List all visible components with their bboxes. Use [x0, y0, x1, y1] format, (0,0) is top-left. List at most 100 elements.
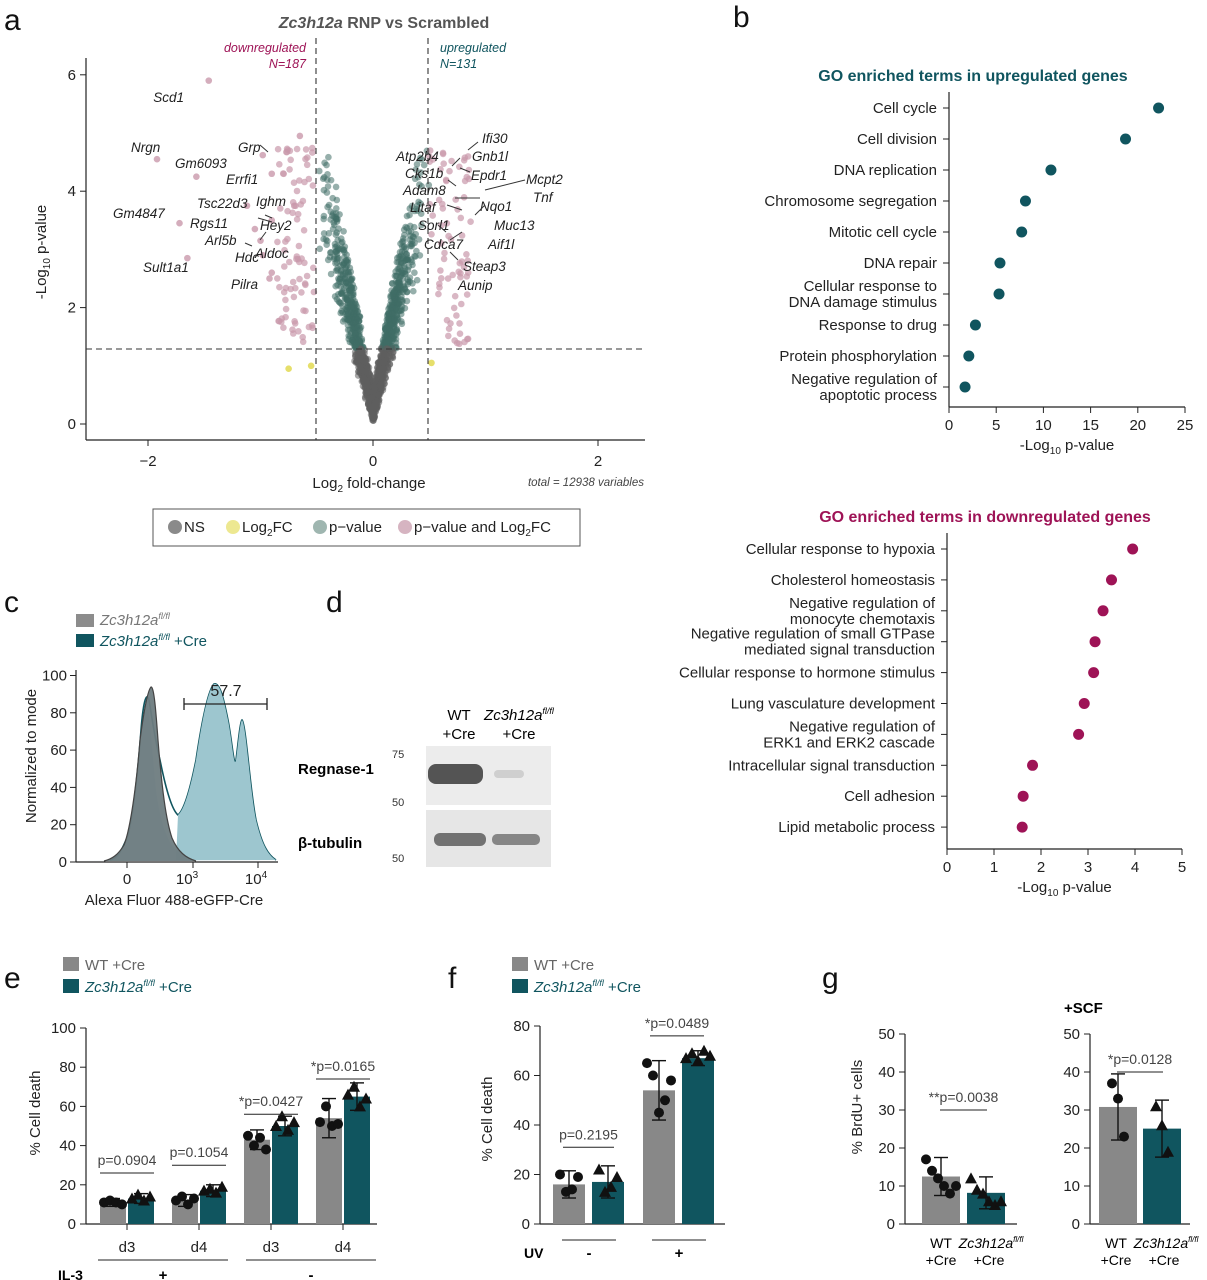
volcano-point: [335, 225, 342, 232]
e-legend-wt-swatch: [63, 957, 79, 971]
go-dot: [993, 288, 1005, 300]
volcano-point: [351, 331, 359, 339]
volcano-point: [369, 414, 377, 421]
volcano-ytick-label: 6: [68, 67, 76, 84]
volcano-xtick-label: 2: [594, 453, 602, 470]
volcano-point: [340, 246, 348, 253]
volcano-point: [353, 340, 360, 348]
chart-f-marks: 0 20 40 60 80 p=0.2195 *p=0.0489 - +: [513, 1015, 725, 1262]
gene-label-up: Aif1l: [487, 237, 515, 252]
volcano-point: [389, 354, 397, 362]
gene-label-down: Gm4847: [113, 206, 165, 221]
volcano-points: [153, 77, 474, 425]
bar-x-label: d4: [335, 1239, 352, 1256]
gate-percent: 57.7: [210, 683, 241, 700]
gene-label-down: Rgs11: [190, 216, 228, 231]
volcano-point: [344, 326, 352, 334]
volcano-point: [464, 257, 472, 265]
f-legend-ko: Zc3h12afl/fl +Cre: [533, 978, 641, 996]
go-dot: [959, 381, 971, 393]
volcano-point: [340, 284, 348, 292]
volcano-point: [444, 275, 452, 282]
go-up-marks: 0 5 10 15 20 25 Cell cycle Cell division DNA rep…: [764, 92, 1193, 457]
panel-label-f: f: [448, 962, 457, 995]
go-dot: [1127, 543, 1139, 555]
volcano-point: [401, 243, 408, 250]
volcano-point: [356, 355, 364, 363]
volcano-point: [401, 231, 408, 239]
volcano-point: [380, 358, 388, 366]
band-regnase-ko: [494, 770, 524, 778]
replicate-circle: [261, 1144, 271, 1155]
il3-minus: -: [309, 1267, 314, 1280]
volcano-point: [343, 251, 350, 259]
volcano-point: [341, 316, 348, 323]
gene-leader: [259, 231, 267, 241]
western-blot: WT +Cre Zc3h12afl/fl +Cre Regnase-1 β-tu…: [298, 706, 555, 867]
volcano-point: [284, 235, 291, 243]
replicate-circle: [243, 1130, 253, 1141]
volcano-point: [275, 317, 282, 325]
flow-histogram: Zc3h12afl/fl Zc3h12afl/fl +Cre 0 20 40 60 80…: [23, 611, 278, 909]
go-term-label: Cell division: [857, 131, 937, 148]
volcano-point: [440, 160, 448, 167]
go-term-label: DNA repair: [864, 255, 937, 272]
gene-label-up: Epdr1: [471, 168, 507, 183]
legend-log2fc-dot: [226, 520, 240, 534]
volcano-point: [456, 320, 463, 327]
f-legend-ko-swatch: [512, 979, 528, 993]
volcano-point-log2fc: [307, 362, 315, 370]
volcano-point: [284, 207, 291, 215]
gene-label-down: Errfi1: [226, 172, 258, 187]
replicate-triangle: [599, 1185, 611, 1197]
volcano-point: [376, 364, 383, 372]
go-xtick-label: 0: [945, 417, 953, 434]
gene-label-down: Sult1a1: [143, 260, 189, 275]
volcano-point: [400, 237, 407, 245]
replicate-circle: [249, 1140, 259, 1151]
volcano-ticks: 0 2 4 6 −2 0 2: [68, 67, 603, 470]
volcano-point-labelled: [193, 173, 200, 180]
volcano-point: [446, 167, 453, 175]
volcano-point: [375, 397, 383, 404]
volcano-point: [348, 303, 355, 311]
volcano-point: [384, 364, 392, 372]
volcano-point: [276, 283, 283, 291]
flow-hist-gfp-peak: [176, 683, 276, 860]
volcano-point: [345, 279, 352, 286]
bar: [682, 1058, 714, 1224]
volcano-point: [316, 167, 323, 175]
replicate-triangle: [698, 1044, 710, 1056]
bar: [272, 1126, 298, 1224]
volcano-point: [365, 388, 373, 395]
g-x-label-wt-cre: +Cre: [1101, 1252, 1132, 1268]
replicate-triangle: [983, 1195, 995, 1207]
volcano-title: Zc3h12a RNP vs Scrambled: [278, 15, 489, 32]
volcano-point: [338, 290, 345, 297]
go-term-label: mediated signal transduction: [744, 642, 935, 659]
go-xtick-label: 2: [1037, 859, 1045, 876]
go-term-label: Lipid metabolic process: [778, 819, 935, 836]
volcano-point: [451, 292, 459, 300]
flow-xtick-label: 0: [123, 871, 131, 888]
volcano-point: [364, 365, 372, 372]
go-xtick-label: 5: [992, 417, 1000, 434]
volcano-point: [343, 258, 351, 266]
go-dot: [1016, 821, 1028, 833]
go-x-label: -Log10 p-value: [1020, 437, 1115, 457]
go-xtick-label: 20: [1129, 417, 1146, 434]
volcano-point: [429, 212, 437, 219]
e-y-label: % Cell death: [27, 1070, 44, 1155]
volcano-point: [293, 187, 301, 195]
replicate-circle: [648, 1070, 658, 1081]
volcano-point: [303, 272, 311, 280]
replicate-circle: [945, 1188, 955, 1199]
gene-leader: [259, 144, 269, 153]
volcano-point: [302, 281, 309, 289]
volcano-point: [296, 177, 303, 184]
go-term-label: DNA damage stimulus: [789, 294, 937, 311]
volcano-point: [286, 166, 293, 173]
volcano-point: [302, 307, 309, 315]
gene-label-down: Grp: [238, 140, 261, 155]
